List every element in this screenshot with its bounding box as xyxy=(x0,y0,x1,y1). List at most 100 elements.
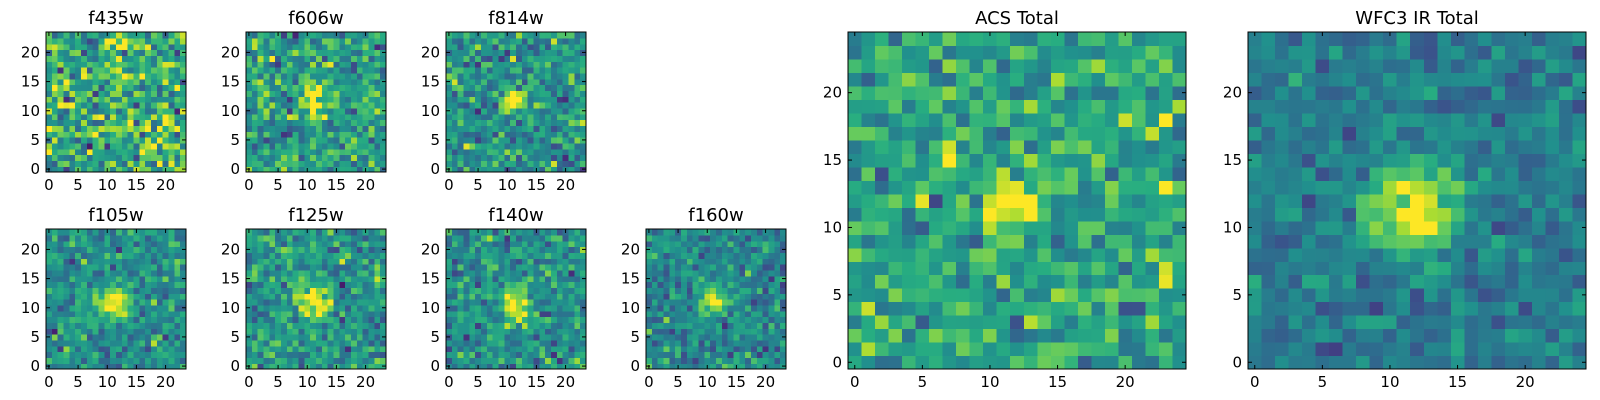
heatmap-cell xyxy=(551,299,558,306)
heatmap-cell xyxy=(663,357,670,364)
heatmap-cell xyxy=(51,304,59,312)
heatmap-cell xyxy=(902,166,917,181)
heatmap-cell xyxy=(551,351,558,358)
heatmap-cell xyxy=(956,139,971,154)
heatmap-cell xyxy=(298,264,305,271)
heatmap-cell xyxy=(304,281,311,288)
heatmap-cell xyxy=(304,304,311,312)
heatmap-cell xyxy=(246,322,253,329)
heatmap-cell xyxy=(110,49,117,56)
heatmap-cell xyxy=(516,96,523,103)
heatmap-cell xyxy=(457,240,465,248)
heatmap-cell xyxy=(681,322,688,329)
heatmap-cell xyxy=(675,322,682,329)
heatmap-cell xyxy=(1037,45,1052,60)
heatmap-cell xyxy=(151,78,158,86)
heatmap-cell xyxy=(46,299,53,306)
heatmap-cell xyxy=(539,334,546,341)
heatmap-cell xyxy=(745,269,752,277)
heatmap-cell xyxy=(751,339,758,347)
heatmap-cell xyxy=(275,287,282,294)
heatmap-cell xyxy=(716,334,723,341)
heatmap-cell xyxy=(133,154,140,161)
heatmap-cell xyxy=(568,258,575,265)
heatmap-cell xyxy=(356,258,364,265)
heatmap-cell xyxy=(368,275,375,283)
heatmap-cell xyxy=(286,363,294,370)
heatmap-cell xyxy=(151,142,158,150)
heatmap-cell xyxy=(162,310,170,318)
heatmap-cell xyxy=(521,119,529,126)
heatmap-cell xyxy=(168,310,175,318)
heatmap-cell xyxy=(492,61,500,68)
heatmap-cell xyxy=(657,252,665,259)
heatmap-cell xyxy=(1091,99,1106,114)
heatmap-cell xyxy=(356,55,364,62)
heatmap-cell xyxy=(104,131,111,138)
heatmap-cell xyxy=(463,67,470,74)
heatmap-cell xyxy=(127,67,135,74)
heatmap-cell xyxy=(362,351,370,358)
heatmap-cell xyxy=(1118,207,1133,222)
heatmap-cell xyxy=(104,357,111,364)
heatmap-cell xyxy=(327,345,335,353)
heatmap-cell xyxy=(298,43,305,51)
heatmap-cell xyxy=(180,43,187,51)
heatmap-cell xyxy=(669,234,676,242)
heatmap-cell xyxy=(257,229,265,236)
heatmap-cell xyxy=(180,339,187,347)
heatmap-cell xyxy=(969,166,984,181)
heatmap-cell xyxy=(492,96,500,103)
heatmap-cell xyxy=(86,269,94,277)
heatmap-cell xyxy=(133,37,140,45)
heatmap-cell xyxy=(692,304,700,312)
heatmap-cell xyxy=(457,96,465,103)
heatmap-cell xyxy=(539,131,546,138)
heatmap-cell xyxy=(246,299,253,306)
heatmap-cell xyxy=(486,119,494,126)
heatmap-cell xyxy=(551,328,558,335)
heatmap-cell xyxy=(81,55,88,62)
heatmap-cell xyxy=(180,61,187,68)
heatmap-cell xyxy=(751,334,758,341)
heatmap-cell xyxy=(116,142,123,150)
heatmap-cell xyxy=(1172,126,1187,141)
heatmap-cell xyxy=(1145,180,1160,195)
heatmap-cell xyxy=(257,107,265,115)
heatmap-cell xyxy=(1145,112,1160,127)
heatmap-cell xyxy=(704,299,711,306)
heatmap-cell xyxy=(1037,72,1052,87)
x-tick-label: 5 xyxy=(473,176,483,194)
heatmap-cell xyxy=(168,142,175,150)
heatmap-cell xyxy=(942,315,957,330)
heatmap-cell xyxy=(168,240,175,248)
heatmap-cell xyxy=(162,293,170,300)
heatmap-cell xyxy=(63,351,70,358)
heatmap-cell xyxy=(1118,72,1133,87)
heatmap-cell xyxy=(686,264,694,271)
heatmap-cell xyxy=(57,148,65,156)
heatmap-cell xyxy=(1145,166,1160,181)
heatmap-cell xyxy=(304,61,311,68)
heatmap-cell xyxy=(316,96,323,103)
heatmap-cell xyxy=(116,67,123,74)
heatmap-cell xyxy=(339,252,346,259)
heatmap-cell xyxy=(292,299,300,306)
heatmap-cell xyxy=(286,160,294,167)
heatmap-cell xyxy=(481,37,488,45)
heatmap-cell xyxy=(292,166,300,173)
heatmap-cell xyxy=(251,43,259,51)
heatmap-cell xyxy=(556,142,564,150)
heatmap-cell xyxy=(292,148,300,156)
heatmap-cell xyxy=(374,32,381,39)
heatmap-cell xyxy=(127,32,135,39)
heatmap-cell xyxy=(574,252,581,259)
heatmap-cell xyxy=(551,37,558,45)
heatmap-cell xyxy=(339,142,346,150)
heatmap-cell xyxy=(156,137,164,144)
heatmap-cell xyxy=(451,49,459,56)
heatmap-cell xyxy=(556,299,564,306)
heatmap-cell xyxy=(246,43,253,51)
heatmap-cell xyxy=(86,357,94,364)
heatmap-cell xyxy=(98,240,105,248)
